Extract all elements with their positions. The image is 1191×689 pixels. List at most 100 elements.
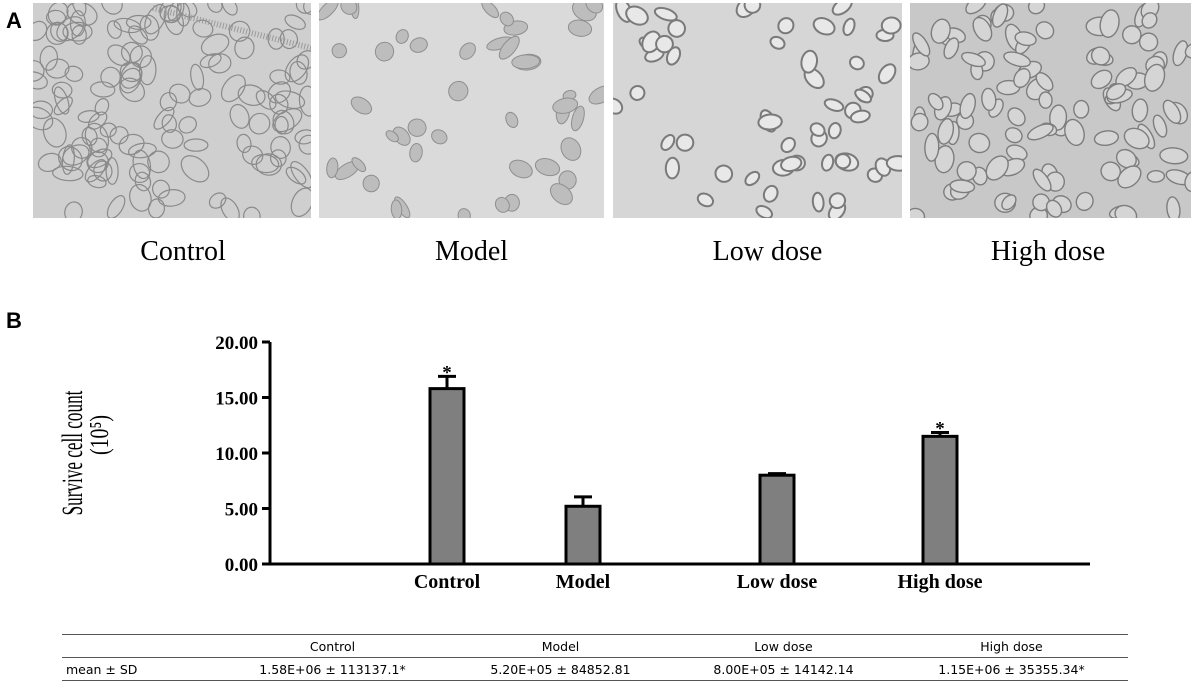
cell-shape <box>848 55 865 71</box>
cell-shape <box>147 150 170 174</box>
cell-shape <box>1014 31 1037 47</box>
cell-shape <box>237 84 266 106</box>
cell-shape <box>965 3 987 15</box>
cell-shape <box>1117 165 1142 189</box>
x-category-label-3: High dose <box>897 571 982 593</box>
cell-shape <box>390 199 403 218</box>
cell-shape <box>1114 204 1138 218</box>
cell-shape <box>105 157 119 185</box>
cell-shape <box>1075 191 1094 212</box>
cell-shape <box>1073 99 1090 119</box>
cell-shape <box>1001 194 1017 211</box>
cell-shape <box>33 60 45 82</box>
cell-shape <box>180 155 210 183</box>
cell-shape <box>298 134 311 155</box>
y-tick-label: 10.00 <box>215 444 258 465</box>
cell-shape <box>1162 99 1182 124</box>
cell-shape <box>61 144 75 175</box>
cell-shape <box>272 109 295 135</box>
cell-shape <box>494 196 510 213</box>
cell-shape <box>1115 148 1137 169</box>
cell-shape <box>52 165 84 182</box>
cell-shape <box>1064 118 1085 147</box>
cell-shape <box>56 16 85 42</box>
cell-shape <box>118 133 145 156</box>
cell-shape <box>585 3 604 14</box>
cell-shape <box>481 3 500 19</box>
cell-shape <box>1123 127 1150 150</box>
cell-shape <box>42 117 67 148</box>
cell-shape <box>910 52 930 71</box>
cell-shape <box>1146 169 1166 183</box>
cell-shape <box>296 50 311 70</box>
cell-shape <box>157 189 186 207</box>
cell-shape <box>930 18 951 44</box>
panel-label-a: A <box>6 8 22 33</box>
cell-shape <box>949 179 976 194</box>
cell-shape <box>33 106 54 131</box>
y-axis-label: Survive cell count <box>56 390 89 515</box>
cell-shape <box>395 29 409 44</box>
cell-shape <box>267 81 291 104</box>
cell-shape <box>270 136 291 159</box>
cell-shape <box>1090 46 1111 66</box>
cell-shape <box>290 187 311 218</box>
cell-shape <box>1093 130 1120 147</box>
cell-shape <box>511 54 541 70</box>
cell-shape <box>242 145 264 165</box>
table-header-cell: Control <box>309 638 356 654</box>
cell-shape <box>560 137 582 161</box>
micrograph-model <box>319 3 604 218</box>
cell-shape <box>842 17 856 37</box>
x-category-label-0: Control <box>414 571 481 593</box>
cell-shape <box>1027 3 1046 15</box>
cell-shape <box>1105 83 1127 101</box>
bar-chart: 0.00 5.00 10.00 15.00 20.00 Survive cell coun… <box>56 333 1090 593</box>
cell-shape <box>248 112 271 135</box>
cell-shape <box>828 192 847 210</box>
cell-shape <box>161 129 184 149</box>
table-header-cell: Model <box>541 638 580 654</box>
table-header-cell <box>62 635 216 658</box>
cell-shape <box>183 138 209 152</box>
cell-shape <box>139 14 160 41</box>
cell-shape <box>509 159 533 179</box>
cell-shape <box>62 21 93 42</box>
cell-shape <box>37 152 62 173</box>
cell-shape <box>94 98 110 116</box>
bar-3 <box>921 434 959 566</box>
y-tick-label: 15.00 <box>215 389 258 410</box>
caption-low-dose: Low dose <box>712 236 823 267</box>
cell-shape <box>100 3 123 15</box>
cell-shape <box>255 153 282 176</box>
cell-shape <box>51 81 73 99</box>
cell-shape <box>1159 147 1189 165</box>
cell-shape <box>190 63 205 91</box>
cell-shape <box>780 155 803 173</box>
cell-shape <box>927 92 944 111</box>
cell-shape <box>151 179 171 199</box>
cell-shape <box>981 87 997 112</box>
cell-shape <box>823 98 845 112</box>
cell-shape <box>1143 63 1166 92</box>
cell-shape <box>588 85 604 105</box>
x-category-label-2: Low dose <box>737 571 818 593</box>
cell-shape <box>294 129 311 145</box>
cell-shape <box>613 97 624 115</box>
cell-shape <box>664 156 681 180</box>
cell-shape <box>153 106 175 130</box>
cell-shape <box>33 71 48 90</box>
cell-shape <box>39 45 59 71</box>
cell-shape <box>457 208 471 218</box>
cell-shape <box>267 28 285 50</box>
cell-shape <box>1099 9 1120 38</box>
cell-shape <box>64 201 83 218</box>
cell-shape <box>943 37 960 60</box>
cell-shape <box>274 90 306 110</box>
cell-shape <box>991 3 1009 28</box>
cell-shape <box>71 25 87 45</box>
cell-shape <box>99 122 117 138</box>
cell-shape <box>959 92 976 120</box>
caption-model: Model <box>434 236 509 267</box>
cell-shape <box>448 80 469 102</box>
